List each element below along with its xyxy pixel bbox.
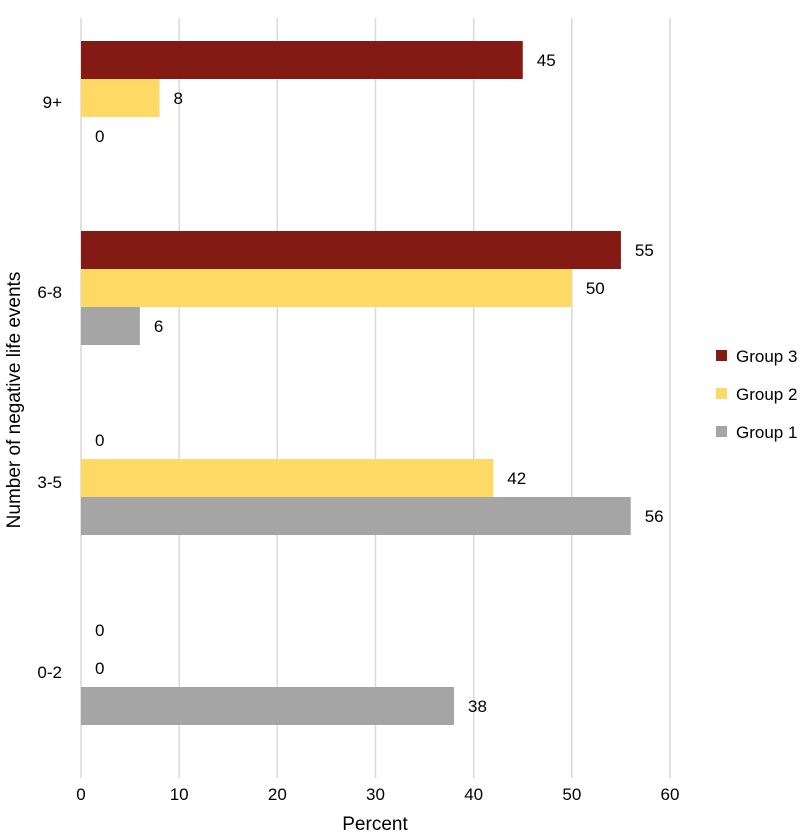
data-label: 8: [174, 89, 183, 108]
gridlines: [80, 18, 671, 778]
legend-label: Group 3: [736, 347, 797, 366]
data-label: 50: [586, 279, 605, 298]
x-tick-label: 50: [562, 785, 581, 804]
legend: Group 3 Group 2 Group 1: [716, 347, 797, 442]
x-tick-label: 30: [366, 785, 385, 804]
bar-group-1: [81, 307, 140, 345]
y-category-label: 9+: [43, 93, 62, 112]
data-label: 55: [635, 241, 654, 260]
y-category-label: 6-8: [37, 283, 62, 302]
legend-label: Group 1: [736, 423, 797, 442]
y-category-labels: 9+ 6-8 3-5 0-2: [37, 93, 62, 682]
x-tick-label: 40: [464, 785, 483, 804]
y-category-label: 3-5: [37, 473, 62, 492]
legend-label: Group 2: [736, 385, 797, 404]
x-tick-labels: 0 10 20 30 40 50 60: [76, 785, 679, 804]
data-label: 0: [95, 621, 104, 640]
y-axis-label: Number of negative life events: [4, 272, 25, 529]
data-label: 0: [95, 127, 104, 146]
bar-group-3: [81, 41, 523, 79]
x-axis-label: Percent: [342, 814, 408, 835]
legend-swatch: [716, 350, 727, 361]
bar-group-2: [81, 269, 572, 307]
bar-group-1: [81, 497, 631, 535]
bar-group-3: [81, 231, 621, 269]
bar-group-1: [81, 687, 455, 725]
data-labels: 45 8 0 55 50 6 0 42 56 0 0 38: [95, 51, 664, 716]
x-tick-label: 60: [661, 785, 680, 804]
data-label: 0: [95, 431, 104, 450]
x-tick-label: 10: [170, 785, 189, 804]
bar-group-2: [81, 79, 160, 117]
bars: [81, 41, 631, 725]
legend-swatch: [716, 426, 727, 437]
data-label: 42: [507, 469, 526, 488]
x-tick-label: 0: [76, 785, 85, 804]
bar-group-2: [81, 459, 494, 497]
data-label: 6: [154, 317, 163, 336]
y-category-label: 0-2: [37, 663, 62, 682]
data-label: 0: [95, 659, 104, 678]
x-tick-label: 20: [268, 785, 287, 804]
data-label: 38: [468, 697, 487, 716]
data-label: 45: [537, 51, 556, 70]
data-label: 56: [645, 507, 664, 526]
legend-swatch: [716, 388, 727, 399]
